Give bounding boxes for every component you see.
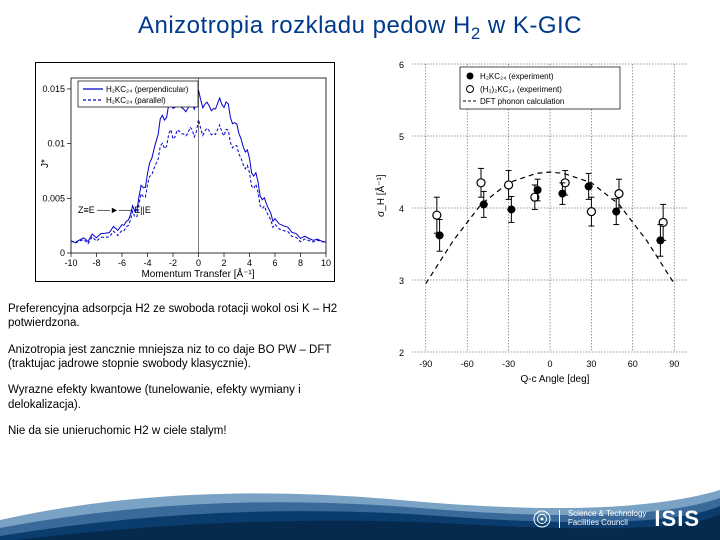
svg-text:2: 2	[221, 258, 226, 268]
footer-swoosh: Science & Technology Facilities Council …	[0, 470, 720, 540]
left-ylabel: J*	[40, 159, 51, 168]
svg-text:-4: -4	[143, 258, 151, 268]
title-post: w K-GIC	[481, 12, 582, 39]
right-xlabel: Q-c Angle [deg]	[521, 374, 590, 385]
anisotropy-angle-plot: -90 -60 -30 0 30 60 90 2 3 4 5 6 H₂KC₂₄ (experiment…	[370, 52, 700, 387]
svg-text:-8: -8	[92, 258, 100, 268]
content-area: -10 -8 -6 -4 -2 0 2 4 6 8 10 0 0.005 0.01 0.015 H₂KC₂₄…	[0, 52, 720, 482]
svg-text:90: 90	[669, 359, 679, 369]
svg-text:5: 5	[399, 132, 404, 142]
slide-title: Anizotropia rozkladu pedow H2 w K-GIC	[0, 0, 720, 52]
svg-text:2: 2	[399, 348, 404, 358]
isis-text: ISIS	[654, 506, 700, 532]
svg-text:0: 0	[196, 258, 201, 268]
svg-text:10: 10	[321, 258, 331, 268]
stfc-icon	[533, 510, 551, 528]
svg-text:-6: -6	[118, 258, 126, 268]
text-paragraphs: Preferencyjna adsorpcja H2 ze swoboda ro…	[8, 302, 348, 451]
title-sub: 2	[471, 24, 481, 43]
legend-dft: DFT phonon calculation	[480, 97, 564, 106]
svg-text:3: 3	[399, 276, 404, 286]
svg-text:30: 30	[586, 359, 596, 369]
svg-text:-30: -30	[502, 359, 515, 369]
para-2: Anizotropia jest zancznie mniejsza niz t…	[8, 343, 348, 372]
svg-text:-60: -60	[461, 359, 474, 369]
momentum-distribution-plot: -10 -8 -6 -4 -2 0 2 4 6 8 10 0 0.005 0.01 0.015 H₂KC₂₄…	[35, 62, 335, 282]
isis-logo: Science & Technology Facilities Council …	[533, 506, 700, 532]
legend-par: H₂KC₂₄ (parallel)	[106, 96, 166, 105]
para-1: Preferencyjna adsorpcja H2 ze swoboda ro…	[8, 302, 348, 331]
svg-text:0.015: 0.015	[42, 84, 65, 94]
svg-text:-10: -10	[64, 258, 77, 268]
svg-text:-2: -2	[169, 258, 177, 268]
para-3: Wyrazne efekty kwantowe (tunelowanie, ef…	[8, 383, 348, 412]
svg-text:0: 0	[60, 248, 65, 258]
svg-text:0.01: 0.01	[47, 138, 65, 148]
svg-text:6: 6	[399, 60, 404, 70]
left-annot: Z≡E ──►── E||E	[78, 205, 151, 215]
left-xlabel: Momentum Transfer [Å⁻¹]	[141, 267, 254, 280]
legend-perp: H₂KC₂₄ (perpendicular)	[106, 85, 189, 94]
svg-text:-90: -90	[419, 359, 432, 369]
svg-text:8: 8	[298, 258, 303, 268]
svg-text:4: 4	[247, 258, 252, 268]
legend-exp1: H₂KC₂₄ (experiment)	[480, 72, 554, 81]
svg-text:60: 60	[628, 359, 638, 369]
title-pre: Anizotropia rozkladu pedow H	[138, 12, 471, 39]
svg-text:6: 6	[272, 258, 277, 268]
right-ylabel: σ_H [Å⁻¹]	[374, 174, 387, 217]
legend-exp2: (H₂)₂KC₂₄ (experiment)	[480, 85, 562, 94]
svg-text:0.005: 0.005	[42, 193, 65, 203]
para-4: Nie da sie unieruchomic H2 w ciele staly…	[8, 424, 348, 438]
svg-text:0: 0	[547, 359, 552, 369]
svg-text:4: 4	[399, 204, 404, 214]
stfc-text: Science & Technology Facilities Council	[559, 510, 647, 528]
